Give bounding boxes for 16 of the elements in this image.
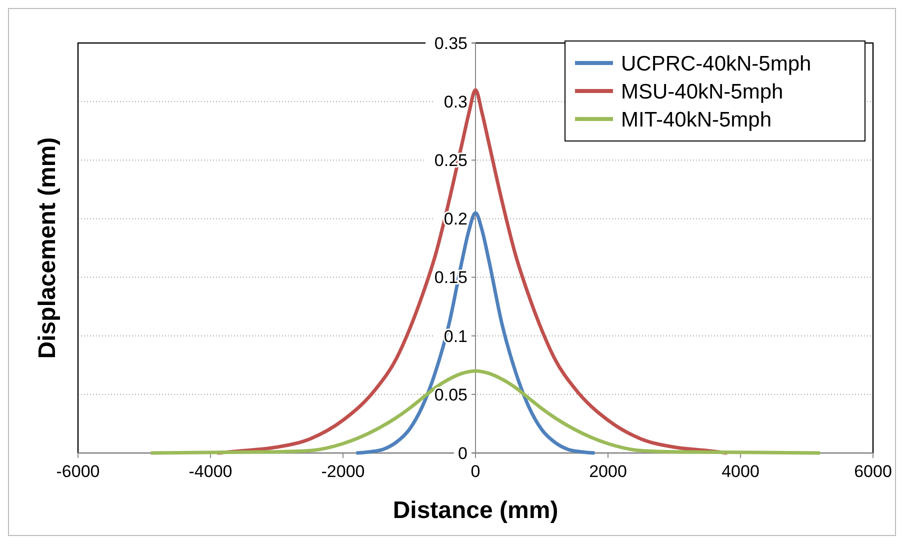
legend-label: MIT-40kN-5mph xyxy=(621,108,772,132)
legend-label: UCPRC-40kN-5mph xyxy=(621,52,812,76)
x-tick-label: -6000 xyxy=(56,462,100,481)
legend-label: MSU-40kN-5mph xyxy=(621,80,784,104)
y-tick-label: 0.35 xyxy=(434,34,468,53)
x-tick-label: 4000 xyxy=(722,462,760,481)
x-tick-label: 6000 xyxy=(854,462,892,481)
y-tick-label: 0 xyxy=(458,444,468,463)
x-tick-label: -4000 xyxy=(188,462,232,481)
y-tick-label: 0.3 xyxy=(444,92,468,112)
x-tick-label: -2000 xyxy=(321,462,365,481)
x-axis-title: Distance (mm) xyxy=(392,497,558,524)
x-tick-label: 2000 xyxy=(589,462,627,481)
x-tick-label: 0 xyxy=(470,462,480,481)
y-tick-label: 0.05 xyxy=(434,385,468,404)
y-axis-title: Displacement (mm) xyxy=(34,137,61,359)
